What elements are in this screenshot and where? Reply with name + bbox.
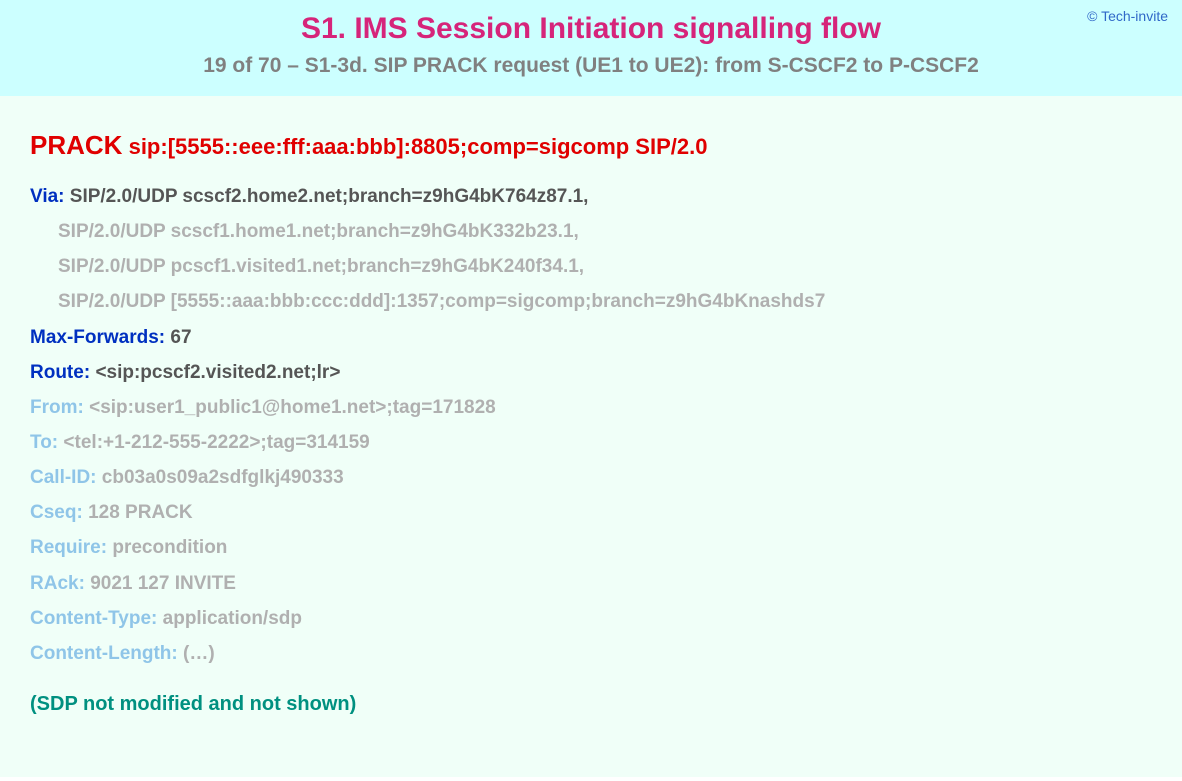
header-value: <sip:user1_public1@home1.net>;tag=171828 <box>89 397 496 418</box>
request-line: PRACK sip:[5555::eee:fff:aaa:bbb]:8805;c… <box>30 130 1152 161</box>
header-value: 128 PRACK <box>88 502 193 523</box>
header-value: SIP/2.0/UDP scscf2.home2.net;branch=z9hG… <box>70 186 589 207</box>
header-name: RAck: <box>30 573 90 594</box>
header-row: SIP/2.0/UDP scscf1.home1.net;branch=z9hG… <box>30 214 1152 249</box>
header-row: From: <sip:user1_public1@home1.net>;tag=… <box>30 390 1152 425</box>
header-row: Route: <sip:pcscf2.visited2.net;lr> <box>30 355 1152 390</box>
sip-method: PRACK <box>30 130 122 160</box>
header-row: RAck: 9021 127 INVITE <box>30 566 1152 601</box>
header-band: © Tech-invite S1. IMS Session Initiation… <box>0 0 1182 96</box>
subtitle: 19 of 70 – S1-3d. SIP PRACK request (UE1… <box>20 54 1162 78</box>
header-name: Cseq: <box>30 502 88 523</box>
header-value: application/sdp <box>163 608 302 629</box>
header-row: Content-Type: application/sdp <box>30 601 1152 636</box>
main-title: S1. IMS Session Initiation signalling fl… <box>20 12 1162 46</box>
header-value: precondition <box>112 537 227 558</box>
header-name: Max-Forwards: <box>30 327 170 348</box>
header-value: 9021 127 INVITE <box>90 573 236 594</box>
header-row: Call-ID: cb03a0s09a2sdfglkj490333 <box>30 460 1152 495</box>
header-value: SIP/2.0/UDP [5555::aaa:bbb:ccc:ddd]:1357… <box>58 291 825 312</box>
header-row: Cseq: 128 PRACK <box>30 495 1152 530</box>
page-container: © Tech-invite S1. IMS Session Initiation… <box>0 0 1182 781</box>
header-row: Require: precondition <box>30 530 1152 565</box>
header-name: Route: <box>30 362 95 383</box>
header-name: Content-Type: <box>30 608 163 629</box>
content-area: PRACK sip:[5555::eee:fff:aaa:bbb]:8805;c… <box>0 96 1182 777</box>
headers-list: Via: SIP/2.0/UDP scscf2.home2.net;branch… <box>30 179 1152 671</box>
header-value: SIP/2.0/UDP pcscf1.visited1.net;branch=z… <box>58 256 584 277</box>
header-value: 67 <box>170 327 191 348</box>
header-name: Require: <box>30 537 112 558</box>
header-row: SIP/2.0/UDP [5555::aaa:bbb:ccc:ddd]:1357… <box>30 284 1152 319</box>
header-row: To: <tel:+1-212-555-2222>;tag=314159 <box>30 425 1152 460</box>
footer-note: (SDP not modified and not shown) <box>30 693 1152 716</box>
header-row: Via: SIP/2.0/UDP scscf2.home2.net;branch… <box>30 179 1152 214</box>
header-row: Max-Forwards: 67 <box>30 320 1152 355</box>
header-row: SIP/2.0/UDP pcscf1.visited1.net;branch=z… <box>30 249 1152 284</box>
header-value: (…) <box>183 643 215 664</box>
header-name: To: <box>30 432 63 453</box>
header-value: <sip:pcscf2.visited2.net;lr> <box>95 362 340 383</box>
copyright-text: © Tech-invite <box>1087 8 1168 24</box>
header-value: <tel:+1-212-555-2222>;tag=314159 <box>63 432 369 453</box>
header-row: Content-Length: (…) <box>30 636 1152 671</box>
header-name: Call-ID: <box>30 467 102 488</box>
header-name: Via: <box>30 186 70 207</box>
header-name: From: <box>30 397 89 418</box>
sip-uri: sip:[5555::eee:fff:aaa:bbb]:8805;comp=si… <box>129 134 708 159</box>
header-name: Content-Length: <box>30 643 183 664</box>
header-value: cb03a0s09a2sdfglkj490333 <box>102 467 344 488</box>
header-value: SIP/2.0/UDP scscf1.home1.net;branch=z9hG… <box>58 221 579 242</box>
